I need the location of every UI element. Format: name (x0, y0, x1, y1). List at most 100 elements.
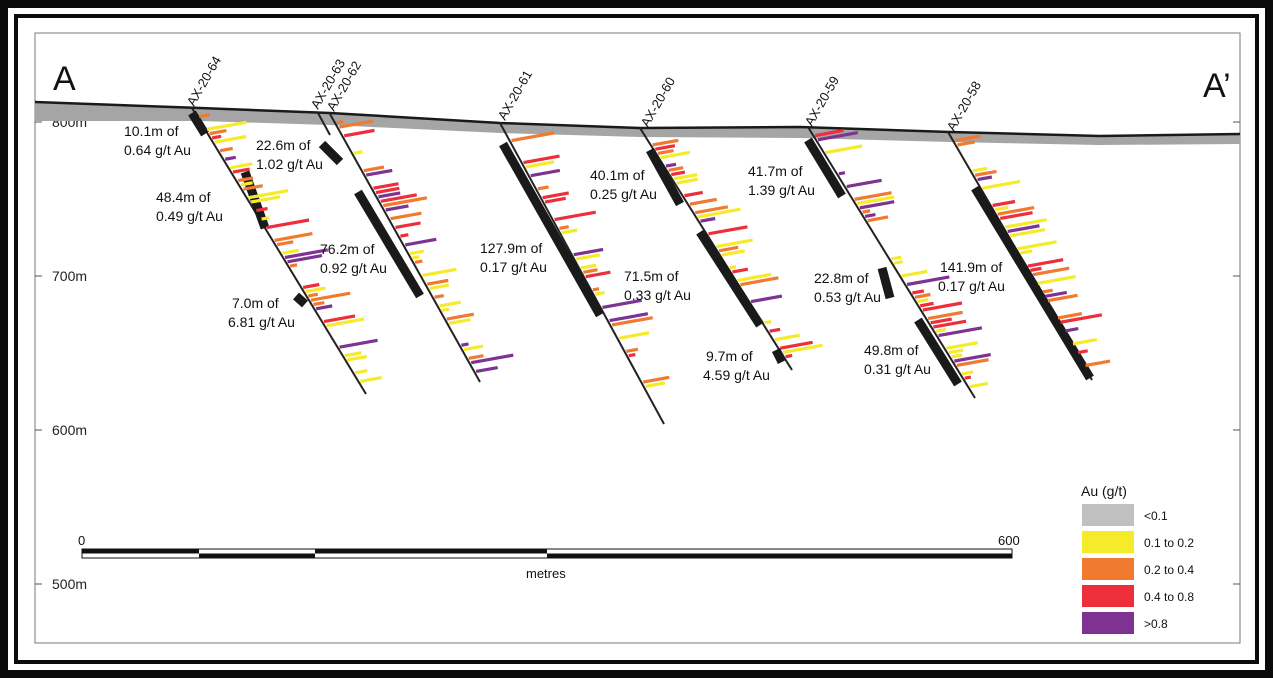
assay-bar (922, 301, 963, 312)
assay-bar (969, 381, 989, 389)
assay-bar (684, 190, 703, 198)
mineralized-interval (188, 110, 209, 137)
assay-bar (1037, 274, 1077, 285)
assay-bar (248, 189, 289, 200)
assay-bar (575, 253, 601, 261)
assay-bar (525, 160, 555, 169)
assay-bar (954, 134, 981, 143)
assay-bar (609, 312, 649, 323)
assay-bar (243, 184, 263, 191)
legend-swatch (1082, 612, 1134, 634)
intercept-line2: 0.17 g/t Au (480, 259, 547, 275)
assay-bar (380, 193, 418, 203)
assay-bar (917, 298, 929, 304)
assay-bar (1042, 288, 1053, 294)
intercept-annotations: 10.1m of 0.64 g/t Au 48.4m of 0.49 g/t A… (124, 123, 1005, 383)
intercept-line2: 0.53 g/t Au (814, 289, 881, 305)
assay-bar (434, 294, 445, 299)
assay-bar (676, 177, 698, 185)
intercept-line2: 0.31 g/t Au (864, 361, 931, 377)
assay-bar (1020, 249, 1033, 255)
assay-bar (470, 353, 514, 365)
assay-bar (655, 144, 676, 151)
assay-bar (573, 247, 604, 257)
assay-bar (385, 204, 409, 212)
intercept-line2: 6.81 g/t Au (228, 314, 295, 330)
mineralized-interval (914, 317, 962, 387)
assay-bar (1057, 312, 1083, 320)
assay-bar (375, 186, 400, 195)
assay-bar (901, 269, 928, 278)
drill-trace (317, 112, 331, 136)
drill-trace (329, 113, 481, 383)
mineralized-interval (696, 229, 764, 328)
assay-bar (1032, 266, 1070, 277)
assay-bar (689, 197, 718, 206)
assay-bar (716, 238, 753, 249)
assay-bar (628, 352, 636, 358)
assay-bar (859, 200, 895, 210)
assay-bar (554, 210, 597, 222)
assay-bar (814, 128, 844, 138)
assay-bar (660, 150, 691, 160)
assay-bar (1045, 290, 1068, 298)
assay-bar (665, 162, 677, 168)
assay-bar (974, 169, 997, 177)
elevation-label-700: 700m (52, 268, 87, 284)
intercept-line1: 48.4m of (156, 189, 211, 205)
assay-bar (914, 292, 931, 299)
assay-bar (933, 319, 967, 329)
intercept-line1: 40.1m of (590, 167, 645, 183)
intercept-line1: 127.9m of (480, 240, 542, 256)
assay-bar (708, 225, 748, 236)
intercept-line1: 9.7m of (706, 348, 753, 364)
assay-bar (363, 165, 385, 173)
drillhole-traces (188, 107, 1111, 425)
assay-bar (740, 276, 779, 287)
assay-bar (1065, 327, 1079, 333)
assay-bar (782, 343, 823, 354)
assay-bar (414, 259, 423, 264)
assay-bar (657, 149, 674, 155)
assay-bar (1009, 227, 1046, 238)
legend-item-label: <0.1 (1144, 509, 1168, 523)
assay-bar (542, 191, 569, 200)
assay-bar (1027, 258, 1064, 268)
assay-bar (313, 300, 325, 307)
mineralized-interval (293, 292, 308, 308)
assay-bar (261, 216, 270, 221)
assay-bar (305, 286, 326, 294)
assay-bar (448, 318, 471, 326)
assay-bar (867, 215, 889, 223)
assay-bar (785, 353, 793, 359)
assay-bar (602, 298, 642, 309)
assay-bar (209, 129, 227, 136)
intercept-line1: 22.6m of (256, 137, 311, 153)
assay-bar (219, 146, 233, 153)
assay-bar (315, 304, 333, 311)
mineralized-interval (354, 189, 424, 299)
assay-bar (475, 365, 499, 373)
assay-bar (214, 134, 247, 144)
assay-bar (353, 150, 363, 155)
assay-bar (378, 191, 401, 199)
intercept-line1: 7.0m of (232, 295, 279, 311)
assay-bar (463, 344, 484, 352)
assay-bar (561, 228, 578, 235)
assay-bar (274, 232, 313, 242)
assay-bar (856, 195, 895, 206)
assay-bar (404, 237, 437, 247)
assay-bar (441, 307, 450, 312)
assay-bar (206, 120, 247, 131)
assay-bar (956, 358, 989, 367)
assay-bar (1077, 349, 1088, 355)
assay-bar (409, 249, 425, 256)
mineralized-interval (971, 185, 1094, 381)
assay-bar (864, 212, 876, 218)
assay-bar (774, 333, 801, 342)
section-end-label: A’ (1203, 67, 1231, 105)
assay-bar (737, 272, 772, 283)
assay-bar (721, 249, 746, 257)
scale-unit-label: metres (526, 566, 566, 581)
assay-bar (343, 128, 375, 138)
